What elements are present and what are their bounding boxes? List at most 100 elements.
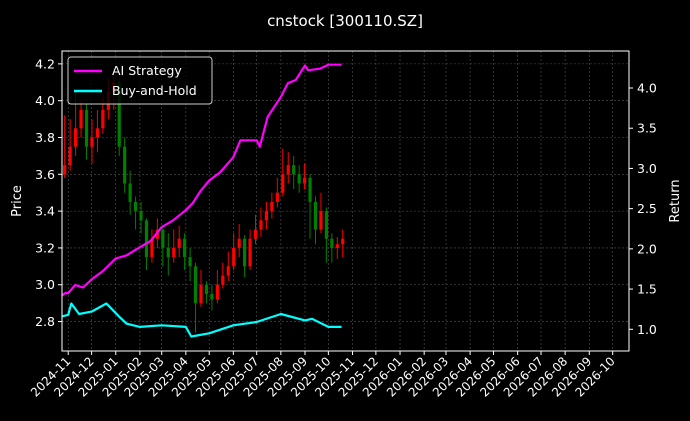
candle-body (248, 238, 252, 267)
y-tick-label-right: 1.0 (637, 322, 657, 337)
y-axis-right-label: Return (668, 179, 683, 222)
candle-body (79, 109, 83, 129)
y-tick-label-left: 4.0 (35, 93, 55, 108)
candle-body (264, 211, 269, 221)
candle (341, 229, 345, 258)
candle-body (313, 201, 318, 230)
candle-body (286, 165, 290, 175)
candle-body (188, 257, 192, 267)
candle (204, 281, 209, 304)
candle-body (215, 284, 219, 300)
candle-body (139, 211, 143, 221)
candle-body (128, 183, 132, 202)
candle (95, 109, 100, 153)
candle (215, 270, 219, 304)
candle-body (259, 220, 263, 230)
series-line-ai-strategy (61, 63, 342, 297)
candle (319, 192, 323, 234)
candle (84, 104, 89, 160)
plot-frame (61, 50, 630, 352)
candle (248, 229, 252, 271)
candle (313, 196, 318, 245)
candle (161, 225, 165, 267)
candle (133, 196, 138, 230)
y-tick-label-right: 3.5 (637, 121, 657, 136)
candle-body (243, 238, 247, 267)
candle (302, 163, 307, 190)
candle (188, 247, 192, 282)
y-tick-label-right: 4.0 (637, 80, 657, 95)
candle-body (90, 137, 94, 147)
candle (210, 284, 214, 311)
candle-body (319, 211, 323, 230)
candle (264, 201, 269, 230)
candle (232, 233, 236, 271)
candle (199, 270, 203, 307)
candle-body (84, 109, 89, 147)
candle (79, 100, 83, 138)
y-tick-label-left: 3.0 (35, 277, 55, 292)
y-axis-left-label: Price (10, 185, 25, 217)
candle-body (183, 238, 187, 258)
candle-body (324, 211, 328, 239)
candle (275, 177, 279, 208)
candle-body (199, 284, 203, 304)
candle-body (117, 82, 121, 147)
y-tick-label-left: 3.8 (35, 130, 55, 145)
legend-label-strategy: AI Strategy (112, 63, 182, 78)
candle-body (270, 201, 274, 212)
candle (128, 170, 132, 215)
candle-body (123, 146, 127, 184)
candle-body (204, 284, 209, 294)
candle (193, 262, 198, 333)
legend-box (67, 56, 213, 105)
candle-body (144, 220, 149, 258)
candle-body (341, 238, 345, 245)
candle (166, 233, 170, 276)
candle-body (335, 244, 339, 248)
candle-body (161, 229, 165, 248)
candle (150, 229, 154, 263)
candle (330, 233, 334, 263)
series-line-buy-and-hold (61, 302, 342, 338)
y-tick-label-right: 3.0 (637, 161, 657, 176)
candle-body (281, 174, 285, 193)
candle-body (253, 229, 258, 239)
candle (292, 155, 296, 190)
candle (139, 201, 143, 234)
candle-body (226, 266, 230, 276)
candle (221, 262, 225, 289)
candle (226, 251, 230, 282)
candle-body (308, 177, 312, 202)
candle (297, 165, 301, 193)
candle-body (172, 247, 176, 258)
candle (243, 235, 247, 278)
y-tick-label-left: 2.8 (35, 314, 55, 329)
candle-body (237, 238, 241, 248)
candle (237, 224, 241, 258)
y-axis-left: 2.8 3.0 3.2 3.4 3.6 3.8 4.0 4.2 (35, 56, 62, 329)
chart-title: cnstock [300110.SZ] (267, 12, 423, 30)
series-lines (61, 63, 342, 338)
candle (177, 225, 181, 258)
candle (259, 207, 263, 237)
candle (90, 119, 94, 164)
candle-body (330, 238, 334, 248)
legend-label-buy-hold: Buy-and-Hold (112, 83, 197, 98)
y-tick-label-right: 1.5 (637, 282, 657, 297)
y-tick-label-right: 2.0 (637, 241, 657, 256)
candle (308, 174, 312, 239)
candle-body (221, 275, 225, 285)
candle-body (297, 174, 301, 184)
candle (183, 233, 187, 271)
candle (270, 192, 274, 219)
candle-body (193, 266, 198, 304)
candle-body (292, 165, 296, 175)
candle-body (177, 238, 181, 248)
candle (68, 119, 72, 171)
candles (63, 67, 345, 333)
candle-body (150, 238, 154, 258)
y-tick-label-left: 4.2 (35, 56, 55, 71)
candle-body (166, 247, 170, 258)
